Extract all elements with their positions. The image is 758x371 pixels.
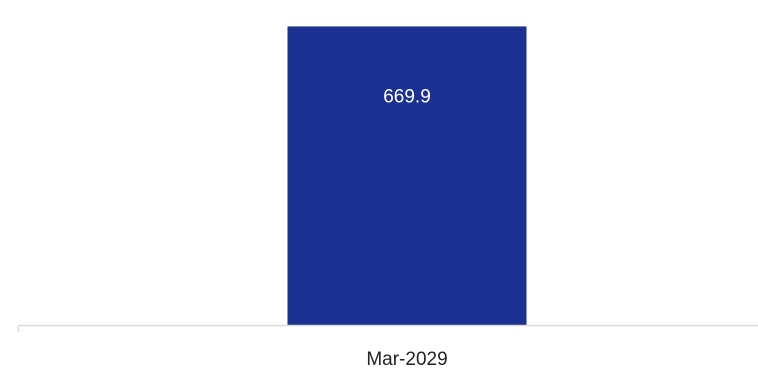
x-tick-label: Mar-2029 [366, 349, 447, 370]
bar-group [287, 26, 527, 325]
bar-mar-2029 [287, 26, 527, 325]
bar-label-group: 669.9 [383, 86, 431, 107]
x-tick-label-group: Mar-2029 [366, 349, 447, 370]
bar-value-label: 669.9 [383, 86, 431, 107]
